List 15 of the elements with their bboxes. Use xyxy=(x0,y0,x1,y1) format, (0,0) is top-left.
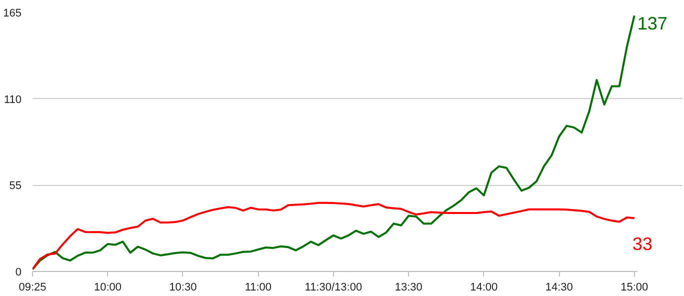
y-tick-label: 55 xyxy=(9,180,22,192)
x-tick-label: 14:30 xyxy=(545,282,573,294)
x-tick-label: 09:25 xyxy=(18,282,46,294)
y-tick-label: 110 xyxy=(4,94,22,106)
x-tick-label: 11:30/13:00 xyxy=(304,282,362,294)
annotation: 137 xyxy=(637,14,668,34)
x-tick-label: 10:00 xyxy=(94,282,122,294)
x-tick-label: 15:00 xyxy=(620,282,648,294)
x-tick-label: 10:30 xyxy=(169,282,197,294)
y-tick-label: 0 xyxy=(15,266,22,278)
y-tick-label: 165 xyxy=(3,8,22,20)
x-tick-label: 11:00 xyxy=(244,282,272,294)
x-tick-label: 14:00 xyxy=(470,282,498,294)
x-tick-label: 13:30 xyxy=(394,282,422,294)
annotation: 33 xyxy=(632,234,652,254)
